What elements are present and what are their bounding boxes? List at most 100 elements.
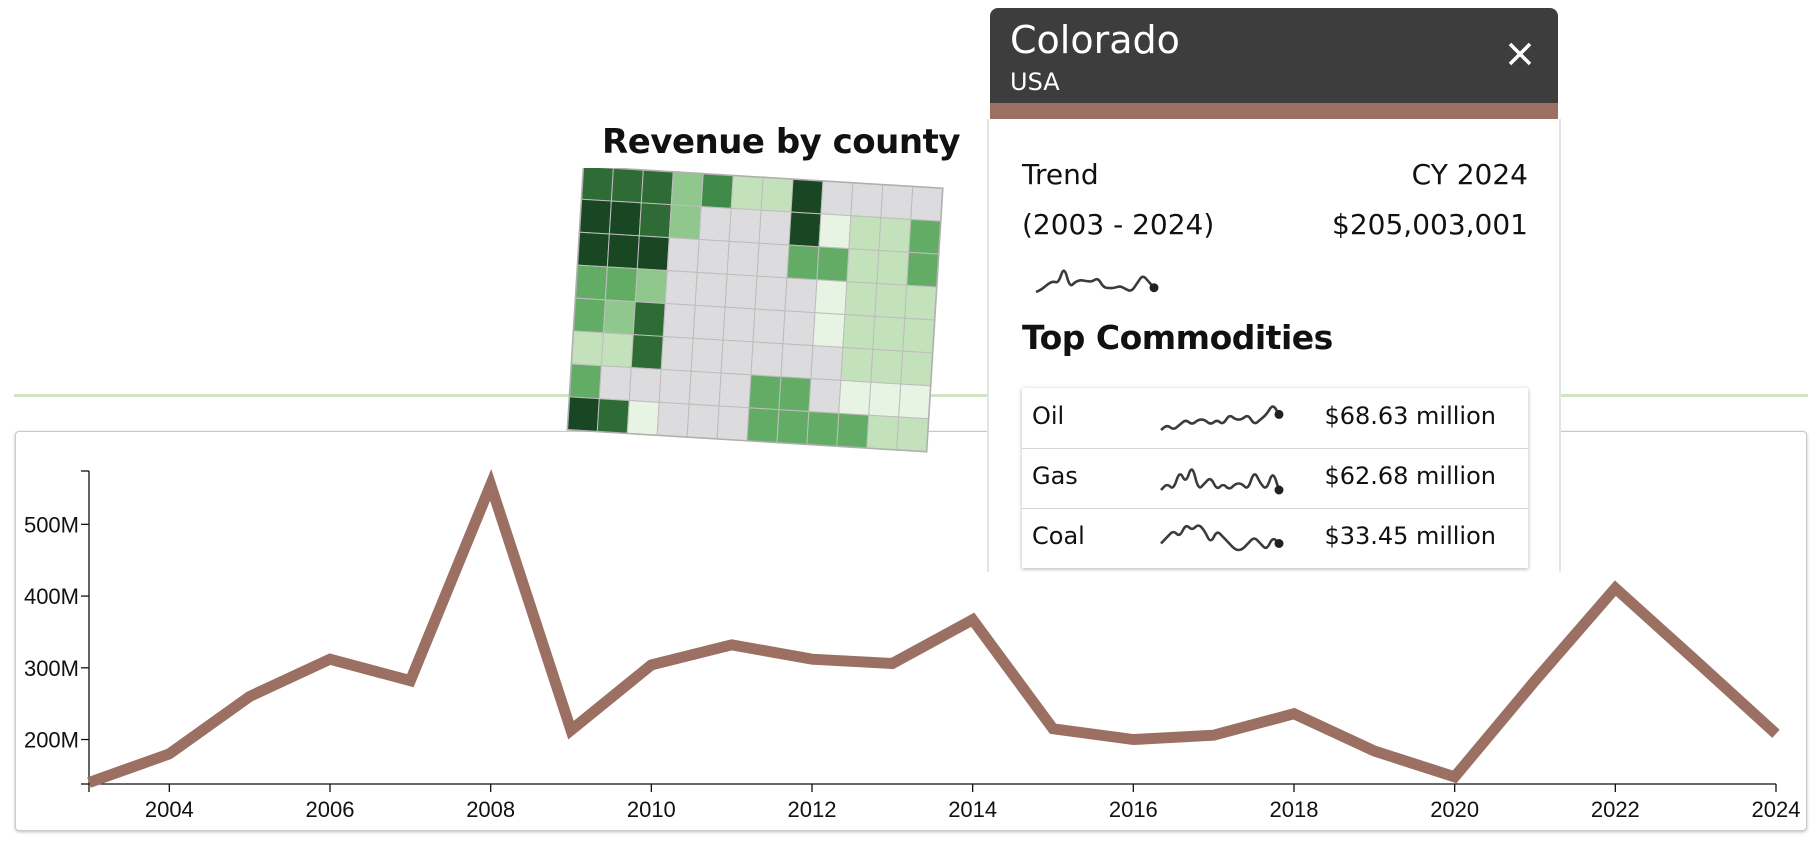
sparkline-end-dot — [1274, 539, 1284, 548]
county — [626, 399, 660, 436]
county — [668, 204, 702, 241]
county — [604, 266, 638, 303]
county — [656, 401, 690, 438]
y-tick-label: 300M — [24, 656, 79, 681]
county — [806, 410, 840, 447]
sparkline-path — [1160, 405, 1281, 431]
commodity-row: Gas $62.68 million — [1022, 448, 1528, 509]
x-tick-label: 2018 — [1270, 797, 1319, 822]
y-tick-label: 400M — [24, 584, 79, 609]
state-shape — [566, 168, 944, 453]
county — [716, 405, 750, 442]
commodities-table: Oil $68.63 million Gas $62.68 million Co… — [1022, 388, 1528, 568]
county — [746, 407, 780, 444]
county — [808, 378, 842, 414]
location-panel: Colorado USA Trend CY 2024 (2003 - 2024)… — [987, 8, 1561, 572]
county — [910, 185, 944, 222]
county — [596, 398, 630, 434]
commodity-name: Gas — [1032, 462, 1078, 490]
sparkline-path — [1160, 524, 1280, 552]
location-subtitle: USA — [1010, 68, 1060, 96]
panel-border-right — [1559, 119, 1561, 572]
county — [574, 264, 608, 301]
county — [720, 339, 754, 376]
county — [606, 233, 640, 270]
county — [874, 282, 908, 319]
county — [750, 341, 784, 378]
county — [628, 367, 662, 403]
county — [816, 246, 850, 283]
county — [662, 302, 696, 339]
commodity-sparkline — [1160, 468, 1284, 495]
county — [566, 396, 600, 433]
county — [576, 231, 610, 268]
county — [670, 171, 704, 208]
county — [784, 277, 818, 314]
county — [638, 202, 672, 239]
county — [696, 238, 730, 275]
county — [754, 275, 788, 312]
sparkline-end-dot — [1149, 283, 1159, 293]
y-tick-label: 200M — [24, 728, 79, 753]
commodity-value: $33.45 million — [1324, 522, 1496, 550]
commodity-row: Oil $68.63 million — [1022, 388, 1528, 449]
county — [568, 363, 602, 400]
trend-label: Trend — [1022, 158, 1099, 191]
x-tick-label: 2024 — [1752, 797, 1801, 822]
county — [790, 178, 824, 215]
county — [640, 169, 674, 206]
period-label: CY 2024 — [1411, 158, 1528, 191]
county — [700, 173, 734, 209]
county — [904, 284, 938, 321]
county — [900, 350, 934, 387]
county — [580, 168, 614, 202]
county — [598, 365, 632, 402]
county — [730, 174, 764, 211]
county — [578, 198, 612, 235]
x-tick-label: 2014 — [948, 797, 997, 822]
county — [608, 200, 642, 237]
county — [664, 270, 698, 306]
county — [836, 412, 870, 449]
county — [880, 184, 914, 220]
county — [908, 218, 942, 255]
county — [788, 211, 822, 248]
x-tick-label: 2010 — [627, 797, 676, 822]
county — [842, 313, 876, 350]
county — [572, 297, 606, 334]
sparkline-path — [1160, 468, 1281, 491]
commodity-value: $68.63 million — [1324, 402, 1496, 430]
county — [818, 213, 852, 250]
county — [780, 343, 814, 380]
sparkline-end-dot — [1274, 409, 1284, 419]
county — [760, 176, 794, 213]
county — [878, 217, 912, 253]
county — [840, 346, 874, 383]
county — [906, 251, 940, 288]
close-icon[interactable] — [1500, 34, 1540, 74]
county — [868, 381, 902, 418]
x-tick-label: 2006 — [306, 797, 355, 822]
county — [718, 372, 752, 409]
county — [776, 409, 810, 445]
county — [810, 345, 844, 381]
county — [660, 335, 694, 372]
county — [814, 279, 848, 316]
county — [632, 301, 666, 337]
county — [844, 281, 878, 317]
county — [848, 215, 882, 252]
county — [782, 310, 816, 347]
sparkline-end-dot — [1274, 485, 1284, 495]
county — [610, 168, 644, 204]
county — [846, 248, 880, 284]
county — [634, 268, 668, 305]
county — [630, 334, 664, 370]
x-tick-label: 2012 — [788, 797, 837, 822]
map-title: Revenue by county — [602, 122, 960, 162]
sparkline-path — [1035, 269, 1155, 294]
county — [820, 180, 854, 217]
county — [812, 312, 846, 348]
x-tick-label: 2008 — [466, 797, 515, 822]
period-value: $205,003,001 — [1332, 208, 1528, 241]
county — [658, 368, 692, 405]
